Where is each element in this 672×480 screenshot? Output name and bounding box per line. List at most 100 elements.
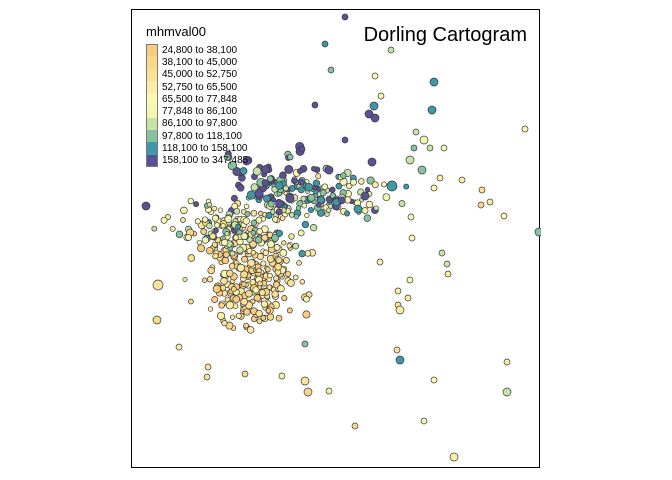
tract-circle (288, 212, 295, 218)
tract-circle (264, 266, 271, 273)
tract-circle (449, 452, 459, 462)
tract-circle (430, 184, 438, 192)
tract-circle (340, 172, 347, 179)
tract-circle (260, 300, 269, 308)
legend-swatch (146, 68, 158, 81)
tract-circle (256, 318, 263, 325)
tract-circle (394, 287, 402, 295)
legend-swatch (146, 44, 158, 57)
tract-circle (211, 296, 219, 304)
tract-circle (438, 249, 446, 257)
legend-label: 158,100 to 347,485 (162, 155, 249, 167)
tract-circle (260, 315, 267, 321)
tract-circle (311, 165, 317, 172)
tract-circle (257, 253, 264, 260)
tract-circle (218, 302, 225, 309)
tract-circle (175, 230, 184, 239)
tract-circle (307, 193, 316, 202)
tract-circle (282, 185, 289, 192)
legend-label: 97,800 to 118,100 (162, 130, 242, 142)
tract-circle (256, 267, 262, 274)
tract-circle (225, 301, 235, 310)
tract-circle (398, 200, 406, 208)
tract-circle (486, 198, 494, 206)
tract-circle (232, 295, 241, 304)
tract-circle (500, 212, 508, 220)
tract-circle (254, 188, 264, 198)
tract-circle (207, 266, 215, 275)
tract-circle (369, 101, 379, 111)
tract-circle (221, 238, 229, 247)
tract-circle (386, 180, 398, 192)
tract-circle (427, 105, 437, 115)
tract-circle (224, 215, 233, 224)
tract-circle (407, 213, 415, 221)
tract-circle (419, 135, 429, 145)
tract-circle (458, 176, 466, 184)
tract-circle (241, 255, 249, 263)
tract-circle (358, 178, 365, 185)
tract-circle (223, 153, 231, 161)
tract-circle (382, 193, 391, 202)
tract-circle (301, 220, 310, 229)
tract-circle (209, 232, 217, 240)
tract-circle (250, 209, 258, 217)
tract-circle (220, 277, 228, 285)
tract-circle (430, 376, 438, 384)
tract-circle (304, 182, 314, 192)
tract-circle (502, 387, 512, 397)
tract-circle (241, 370, 249, 378)
tract-circle (353, 204, 363, 214)
tract-circle (477, 201, 485, 209)
tract-circle (261, 179, 269, 187)
tract-circle (169, 225, 176, 232)
tract-circle (260, 216, 267, 222)
tract-circle (321, 40, 329, 48)
tract-circle (324, 165, 334, 175)
tract-circle (327, 66, 335, 74)
tract-circle (247, 258, 256, 268)
tract-circle (245, 289, 253, 298)
legend-entry: 24,800 to 38,100 (146, 44, 248, 57)
tract-circle (260, 260, 267, 267)
tract-circle (277, 284, 285, 293)
legend-label: 77,848 to 86,100 (162, 106, 238, 118)
tract-circle (152, 279, 164, 291)
tract-circle (309, 224, 318, 232)
tract-circle (250, 183, 259, 192)
tract-circle (223, 251, 230, 258)
tract-circle (250, 219, 258, 226)
tract-circle (244, 210, 251, 217)
tract-circle (185, 233, 192, 241)
legend-entry: 65,500 to 77,848 (146, 93, 248, 106)
tract-circle (221, 256, 230, 265)
tract-circle (240, 297, 248, 306)
tract-circle (212, 241, 218, 248)
tract-circle (233, 234, 239, 241)
dorling-cartogram (141, 13, 541, 462)
tract-circle (250, 250, 256, 256)
tract-circle (366, 176, 375, 185)
tract-circle (302, 310, 311, 319)
tract-circle (287, 153, 294, 161)
tract-circle (291, 177, 298, 184)
tract-circle (250, 230, 256, 236)
tract-circle (288, 233, 295, 240)
tract-circle (204, 363, 212, 371)
tract-circle (410, 144, 418, 152)
tract-circle (243, 203, 250, 210)
tract-circle (370, 113, 380, 123)
legend-label: 45,000 to 52,750 (162, 69, 238, 81)
legend-label: 38,100 to 45,000 (162, 56, 238, 68)
map-title: Dorling Cartogram (363, 24, 527, 46)
tract-circle (242, 156, 251, 166)
tract-circle (275, 314, 283, 322)
legend-entry: 52,750 to 65,500 (146, 80, 248, 94)
tract-circle (367, 157, 377, 167)
tract-circle (301, 202, 308, 209)
tract-circle (286, 307, 293, 314)
legend-label: 52,750 to 65,500 (162, 81, 238, 93)
tract-circle (281, 240, 287, 246)
tract-circle (230, 194, 238, 202)
tract-circle (266, 276, 272, 283)
